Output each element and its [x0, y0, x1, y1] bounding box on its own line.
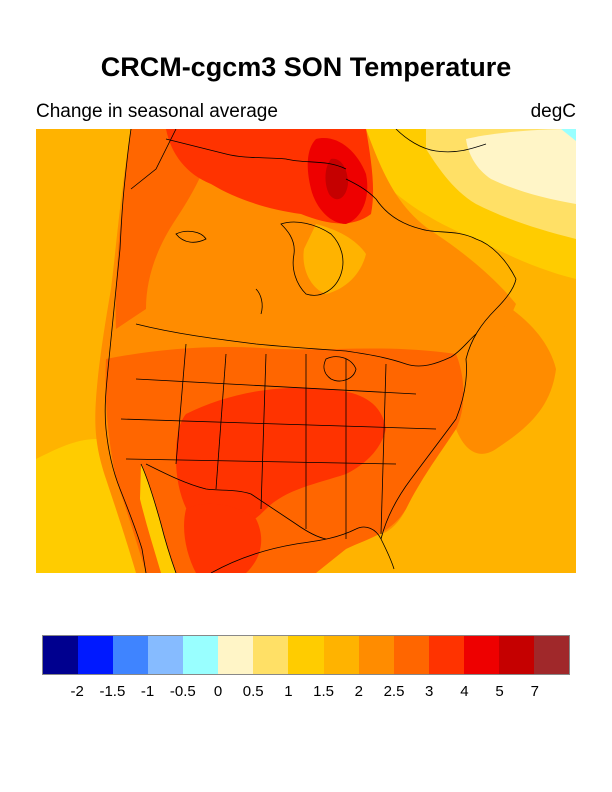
colorbar-box: [323, 636, 359, 674]
coastline-gulf: [210, 528, 357, 573]
colorbar-tick-label: 2: [354, 683, 363, 700]
border-us-mexico: [145, 463, 327, 540]
contour-mexico: [184, 503, 262, 573]
coastline-hudson-bay: [280, 221, 344, 296]
great-lakes: [323, 356, 357, 382]
colorbar-box: [183, 636, 219, 674]
colorbar-tick-label: 1: [284, 683, 293, 700]
plot-title: CRCM-cgcm3 SON Temperature: [100, 52, 512, 82]
contour-greenland-ice: [466, 129, 576, 204]
colorbar-box: [358, 636, 394, 674]
colorbar-box: [463, 636, 499, 674]
colorbar-box: [288, 636, 324, 674]
border-states-8: [120, 418, 437, 430]
colorbar-box: [218, 636, 254, 674]
border-states-9: [125, 458, 397, 465]
contour-baffin-max: [325, 158, 348, 200]
coastline-labrador: [345, 178, 517, 280]
border-states-2: [215, 353, 227, 490]
colorbar-box: [43, 636, 79, 674]
colorbar-box: [533, 636, 569, 674]
temperature-change-map: [36, 129, 576, 573]
colorbar-labels: -2 -1.5 -1 -0.5 0 0.5 1 1.5 2 2.5 3 4 5 7: [42, 683, 570, 703]
contour-baja: [140, 464, 176, 573]
coastline-baja: [140, 463, 177, 573]
plot-subtitle: Change in seasonal average: [36, 101, 278, 122]
lake-winnipeg: [255, 288, 263, 315]
colorbar-tick-label: 5: [495, 683, 504, 700]
colorbar-tick-label: 0.5: [242, 683, 264, 700]
colorbar-tick-label: -0.5: [169, 683, 196, 700]
border-canada-us: [135, 323, 477, 367]
colorbar-tick-label: -2: [70, 683, 84, 700]
colorbar-tick-label: -1: [140, 683, 155, 700]
colorbar-tick-label: 0: [213, 683, 223, 700]
colorbar: [42, 635, 570, 675]
colorbar-box: [113, 636, 149, 674]
border-alaska: [130, 129, 177, 190]
colorbar-box: [428, 636, 464, 674]
contour-greenland-ice-cyan: [561, 129, 576, 141]
colorbar-box: [393, 636, 429, 674]
contour-hudson: [303, 224, 366, 294]
colorbar-box: [148, 636, 184, 674]
map-boundaries: [104, 129, 517, 573]
colorbar-tick-label: 4: [460, 683, 469, 700]
colorbar-tick-label: 1.5: [313, 683, 335, 700]
units-label: degC: [530, 101, 576, 122]
border-states-1: [175, 343, 187, 465]
colorbar-tick-label: 2.5: [383, 683, 405, 700]
colorbar-box: [498, 636, 534, 674]
coastline-pacific: [104, 129, 147, 573]
border-states-7: [135, 378, 417, 395]
coastline-greenland: [395, 129, 487, 153]
colorbar-tick-label: 3: [425, 683, 434, 700]
coastline-arctic: [165, 138, 347, 170]
colorbar-box: [78, 636, 114, 674]
coastline-atlantic: [380, 278, 517, 540]
colorbar-tick-label: -1.5: [99, 683, 126, 700]
colorbar-box: [253, 636, 289, 674]
great-bear-lake: [175, 230, 207, 243]
border-states-3: [260, 353, 267, 510]
contour-west-canada: [115, 129, 216, 329]
colorbar-tick-label: 7: [530, 683, 539, 700]
